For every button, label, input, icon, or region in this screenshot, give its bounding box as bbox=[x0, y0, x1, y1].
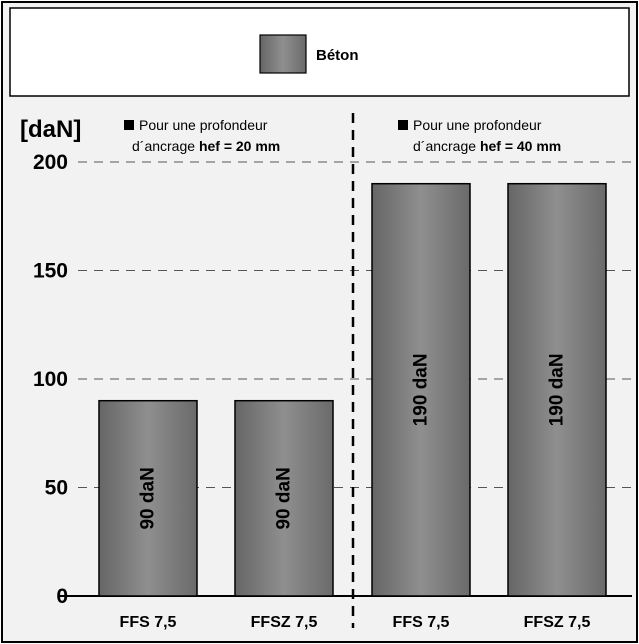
x-tick-label-4: FFSZ 7,5 bbox=[524, 614, 591, 631]
bar-value-label-4: 190 daN bbox=[547, 353, 568, 426]
note-value: hef = 20 mm bbox=[199, 138, 280, 154]
x-tick-label-3: FFS 7,5 bbox=[393, 614, 450, 631]
note-value: hef = 40 mm bbox=[480, 138, 561, 154]
note-prefix: d´ancrage bbox=[132, 138, 199, 154]
bar-value-label-3: 190 daN bbox=[411, 353, 432, 426]
bar-3 bbox=[371, 182, 471, 597]
note-line2: d´ancrage hef = 40 mm bbox=[413, 138, 561, 154]
note-prefix: d´ancrage bbox=[413, 138, 480, 154]
x-tick-label-2: FFSZ 7,5 bbox=[251, 614, 318, 631]
bar-2 bbox=[234, 399, 334, 597]
bar-value-label-1: 90 daN bbox=[138, 467, 159, 529]
note-line2: d´ancrage hef = 20 mm bbox=[132, 138, 280, 154]
y-tick-label-200: 200 bbox=[33, 151, 68, 174]
bar-value-label-2: 90 daN bbox=[274, 467, 295, 529]
y-axis-label: [daN] bbox=[20, 116, 81, 143]
y-tick-label-150: 150 bbox=[33, 260, 68, 283]
group-note-hef-40: Pour une profondeur d´ancrage hef = 40 m… bbox=[398, 117, 561, 154]
note-line1: Pour une profondeur bbox=[413, 117, 542, 133]
y-tick-label-100: 100 bbox=[33, 368, 68, 391]
y-tick-label-50: 50 bbox=[45, 477, 68, 500]
note-bullet bbox=[124, 120, 134, 130]
x-tick-label-1: FFS 7,5 bbox=[120, 614, 177, 631]
bar-1 bbox=[98, 399, 198, 597]
legend-swatch-beton bbox=[259, 34, 307, 74]
group-note-hef-20: Pour une profondeur d´ancrage hef = 20 m… bbox=[124, 117, 280, 154]
note-bullet bbox=[398, 120, 408, 130]
legend-label-beton: Béton bbox=[316, 47, 359, 64]
note-line1: Pour une profondeur bbox=[139, 117, 268, 133]
bar-4 bbox=[507, 182, 607, 597]
legend-box bbox=[9, 7, 630, 97]
